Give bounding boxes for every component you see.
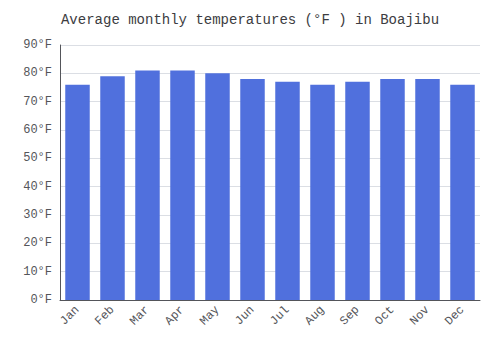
svg-text:80°F: 80°F (23, 66, 52, 80)
svg-text:0°F: 0°F (30, 293, 52, 307)
svg-text:Aug: Aug (302, 303, 327, 328)
svg-text:May: May (197, 303, 222, 328)
svg-text:Jul: Jul (267, 303, 292, 328)
svg-text:30°F: 30°F (23, 208, 52, 222)
svg-text:70°F: 70°F (23, 95, 52, 109)
svg-text:Jun: Jun (232, 303, 257, 328)
svg-text:Nov: Nov (407, 303, 432, 328)
svg-text:50°F: 50°F (23, 151, 52, 165)
svg-text:Mar: Mar (127, 303, 152, 328)
svg-text:Average monthly temperatures (: Average monthly temperatures (°F ) in Bo… (61, 12, 439, 28)
svg-text:Oct: Oct (372, 303, 397, 328)
svg-text:Sep: Sep (337, 303, 362, 328)
svg-text:60°F: 60°F (23, 123, 52, 137)
svg-text:Jan: Jan (57, 303, 82, 328)
svg-text:Apr: Apr (162, 303, 187, 328)
svg-text:10°F: 10°F (23, 265, 52, 279)
svg-text:90°F: 90°F (23, 38, 52, 52)
svg-text:Feb: Feb (92, 303, 117, 328)
svg-text:Dec: Dec (442, 303, 467, 328)
svg-text:40°F: 40°F (23, 180, 52, 194)
svg-text:20°F: 20°F (23, 236, 52, 250)
